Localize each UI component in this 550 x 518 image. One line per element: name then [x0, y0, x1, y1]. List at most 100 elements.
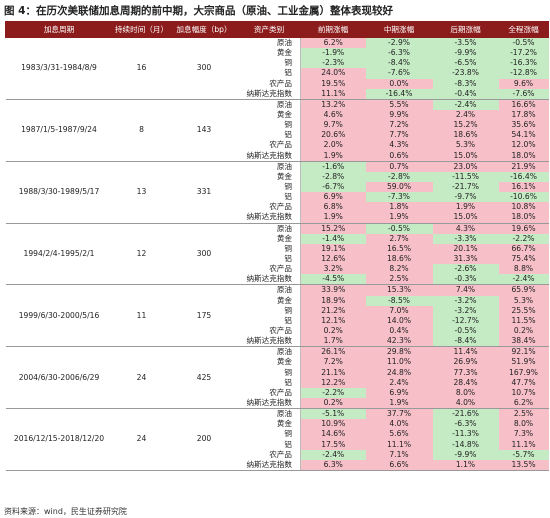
table-row: 农产品 -2.2% 6.9% 8.0% 10.7%: [6, 387, 549, 398]
change-cell: 37.7%: [365, 408, 433, 420]
change-cell: 5.5%: [365, 99, 433, 110]
change-cell: 51.9%: [498, 357, 549, 368]
table-row: 黄金 -2.8% -2.8% -11.5% -16.4%: [6, 171, 549, 182]
table-row: 纳斯达克指数 1.9% 1.9% 15.0% 18.0%: [6, 212, 549, 224]
table-row: 农产品 2.0% 4.3% 5.3% 12.0%: [6, 140, 549, 151]
asset-cell: 铝: [284, 192, 292, 202]
months-cell: 24: [112, 408, 171, 471]
table-row: 铜 21.2% 7.0% -3.2% 25.5%: [6, 305, 549, 316]
header-cell: 中期涨幅: [365, 21, 433, 38]
change-cell: -0.3%: [432, 274, 499, 286]
change-cell: 19.1%: [300, 243, 366, 254]
asset-cell: 铜: [284, 182, 292, 192]
period-cell: 1987/1/5-1987/9/24: [5, 99, 113, 162]
table-row: 1994/2/4-1995/2/1 12 300 原油 15.2% -0.5% 4.3% 19…: [5, 223, 549, 286]
change-cell: 54.1%: [498, 130, 549, 141]
change-cell: 1.7%: [300, 336, 366, 348]
table-row: 铜 -2.3% -8.4% -6.5% -16.3%: [6, 58, 549, 69]
change-cell: 8.0%: [498, 419, 549, 430]
change-cell: 25.5%: [498, 305, 549, 316]
change-cell: -6.3%: [365, 48, 433, 59]
table-row: 铜 9.7% 7.2% 15.2% 35.6%: [6, 120, 549, 131]
period-cell: 1994/2/4-1995/2/1: [5, 223, 113, 286]
change-cell: -5.7%: [498, 449, 549, 460]
change-cell: -1.9%: [300, 48, 366, 59]
change-cell: 24.0%: [300, 68, 366, 79]
change-cell: 7.7%: [365, 130, 433, 141]
change-cell: -2.8%: [300, 171, 366, 182]
asset-cell: 原油: [276, 409, 292, 419]
change-cell: 18.6%: [365, 253, 433, 265]
change-cell: -0.5%: [432, 325, 499, 337]
change-cell: 17.8%: [498, 109, 549, 121]
change-cell: 2.7%: [365, 233, 433, 244]
change-cell: 13.2%: [300, 99, 366, 110]
table-row: 铝 12.2% 2.4% 28.4% 47.7%: [6, 377, 549, 388]
change-cell: 12.2%: [300, 377, 366, 388]
change-cell: 1.9%: [365, 212, 433, 224]
asset-cell: 铝: [284, 68, 292, 78]
change-cell: 16.5%: [365, 243, 433, 254]
change-cell: 3.2%: [300, 264, 366, 275]
header-cell: 资产类别: [237, 21, 301, 38]
table-row: 1988/3/30-1989/5/17 13 331 原油 -1.6% 0.7% 23.0%…: [5, 161, 549, 224]
change-cell: 10.8%: [498, 202, 549, 213]
asset-cell: 农产品: [269, 140, 292, 150]
asset-cell: 纳斯达克指数: [237, 397, 301, 410]
asset-cell: 原油: [276, 38, 292, 48]
change-cell: 4.0%: [432, 397, 499, 410]
change-cell: 0.2%: [300, 397, 366, 410]
change-cell: -2.8%: [365, 171, 433, 182]
change-cell: 7.3%: [498, 429, 549, 440]
change-cell: -12.7%: [432, 315, 499, 326]
change-cell: -7.6%: [498, 88, 549, 100]
asset-cell: 原油: [276, 285, 292, 295]
asset-cell: 铝: [284, 130, 292, 140]
table-row: 纳斯达克指数 0.2% 1.9% 4.0% 6.2%: [6, 397, 549, 410]
table-row: 铜 21.1% 24.8% 77.3% 167.9%: [6, 367, 549, 378]
change-cell: 8.0%: [432, 387, 499, 398]
bp-cell: 331: [170, 161, 238, 224]
change-cell: -2.4%: [300, 449, 366, 460]
change-cell: 1.9%: [300, 212, 366, 224]
change-cell: 8.8%: [498, 264, 549, 275]
change-cell: 9.9%: [365, 109, 433, 121]
header-cell: 前期涨幅: [300, 21, 366, 38]
change-cell: 1.9%: [365, 397, 433, 410]
change-cell: 4.0%: [365, 419, 433, 430]
change-cell: 12.1%: [300, 315, 366, 326]
table-row: 铜 14.6% 5.6% -11.3% 7.3%: [6, 429, 549, 440]
table-row: 黄金 -1.9% -6.3% -9.9% -17.2%: [6, 48, 549, 59]
change-cell: 38.4%: [498, 336, 549, 348]
table-row: 铝 6.9% -7.3% -9.7% -10.6%: [6, 192, 549, 203]
change-cell: -3.2%: [432, 295, 499, 306]
asset-cell: 黄金: [276, 357, 292, 367]
asset-cell: 原油: [276, 99, 292, 109]
table-row: 1983/3/31-1984/8/9 16 300 原油 6.2% -2.9% -3.5% -…: [5, 37, 549, 100]
bp-cell: 143: [170, 99, 238, 162]
table-row: 农产品 0.2% 0.4% -0.5% 0.2%: [6, 325, 549, 337]
change-cell: 6.2%: [300, 37, 366, 49]
period-cell: 2004/6/30-2006/6/29: [5, 346, 113, 410]
asset-cell: 黄金: [276, 419, 292, 429]
asset-cell: 纳斯达克指数: [237, 336, 301, 348]
change-cell: 5.3%: [498, 295, 549, 306]
change-cell: -2.4%: [432, 99, 499, 110]
change-cell: 10.9%: [300, 419, 366, 430]
change-cell: 9.7%: [300, 120, 366, 131]
change-cell: 19.6%: [498, 223, 549, 234]
change-cell: -2.3%: [300, 58, 366, 69]
table-row: 纳斯达克指数 -4.5% 2.5% -0.3% -2.4%: [6, 274, 549, 286]
table-row: 农产品 6.8% 1.8% 1.9% 10.8%: [6, 202, 549, 213]
period-cell: 2016/12/15-2018/12/20: [5, 408, 113, 471]
change-cell: 15.0%: [432, 212, 499, 224]
change-cell: 20.1%: [432, 243, 499, 254]
change-cell: 6.8%: [300, 202, 366, 213]
asset-cell: 纳斯达克指数: [237, 88, 301, 100]
change-cell: -7.6%: [365, 68, 433, 79]
asset-cell: 铜: [284, 429, 292, 439]
change-cell: 26.9%: [432, 357, 499, 368]
table-row: 1999/6/30-2000/5/16 11 175 原油 33.9% 15.3% 7.4%…: [5, 284, 549, 348]
asset-cell: 原油: [276, 223, 292, 233]
change-cell: -6.7%: [300, 181, 366, 193]
